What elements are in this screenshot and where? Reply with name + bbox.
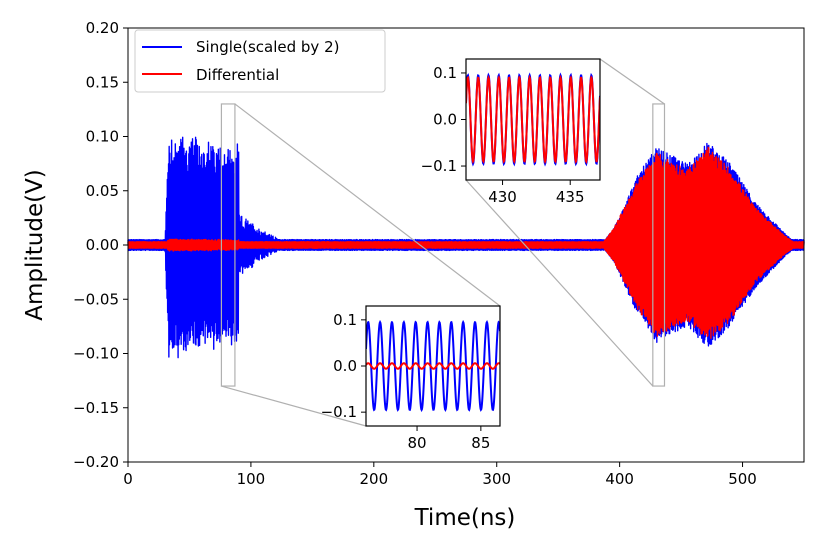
inset-y-tick-label: 0.0 [333,357,357,375]
inset-x-tick-label: 80 [408,434,427,452]
zoom-connector [234,103,501,307]
x-tick-label: 500 [728,470,757,488]
insets-group: 80 85 −0.1 0.0 0.1 430 435 −0.1 0.0 0.1 [321,58,601,452]
inset-x-tick-label: 85 [471,434,490,452]
y-tick-label: 0.10 [86,128,119,146]
zoom-region-box [220,103,236,387]
y-tick-label: −0.15 [73,399,119,417]
zoom-connector [599,58,665,105]
y-tick-label: 0.15 [86,73,119,91]
inset-late: 430 435 −0.1 0.0 0.1 [421,58,601,206]
x-tick-label: 300 [482,470,511,488]
inset-y-tick-label: 0.0 [433,111,457,129]
inset-x-tick-label: 435 [556,188,585,206]
series-line-differential [127,146,805,339]
inset-series-line-differential [466,74,600,165]
inset-x-tick-label: 430 [488,188,517,206]
legend: Single(scaled by 2) Differential [134,29,386,93]
zoom-connector [221,385,367,427]
legend-label-single: Single(scaled by 2) [196,38,339,56]
legend-label-differential: Differential [196,66,279,84]
y-tick-label: 0.05 [86,182,119,200]
main-axes-group: 0 100 200 300 400 500−0.20−0.15−0.10−0.050.00… [73,19,805,488]
legend-box [134,29,386,93]
zoom-connector [465,179,654,387]
y-tick-label: −0.10 [73,345,119,363]
y-tick-label: 0.20 [86,19,119,37]
y-tick-label: −0.20 [73,453,119,471]
x-tick-label: 100 [237,470,266,488]
zoom-region-box [652,103,666,387]
inset-series-line-single [366,319,500,413]
x-tick-label: 0 [123,470,133,488]
y-axis-label: Amplitude(V) [22,169,48,321]
inset-y-tick-label: 0.1 [333,311,357,329]
x-axis-label: Time(ns) [414,505,516,531]
y-tick-label: 0.00 [86,236,119,254]
main-series-group [127,136,805,359]
x-tick-label: 400 [605,470,634,488]
y-tick-label: −0.05 [73,290,119,308]
inset-early: 80 85 −0.1 0.0 0.1 [321,305,501,452]
inset-y-tick-label: 0.1 [433,64,457,82]
x-tick-label: 200 [359,470,388,488]
inset-series-line-differential [366,362,500,370]
inset-y-tick-label: −0.1 [321,403,357,421]
inset-y-tick-label: −0.1 [421,157,457,175]
zoom-connector-group [220,58,666,427]
